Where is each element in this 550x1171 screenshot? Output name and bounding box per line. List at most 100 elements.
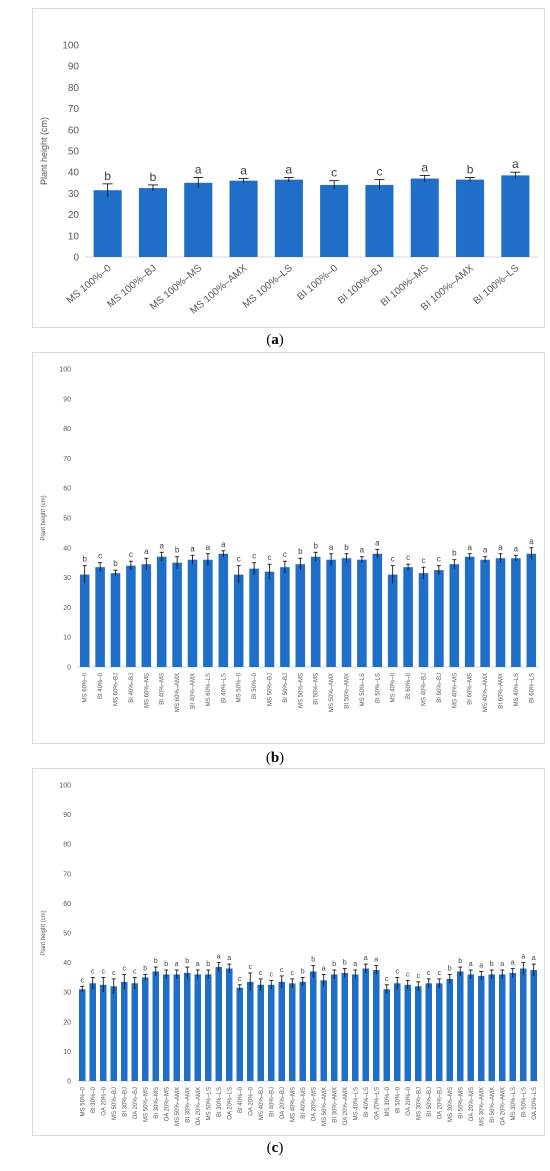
significance-letter: c [249,964,253,971]
significance-letter: b [143,965,147,972]
x-tick-label: BI 40%–MS [301,1087,307,1119]
significance-letter: a [206,543,211,552]
significance-letter: b [175,546,180,555]
x-tick-label: BI 30%–MS [154,1087,160,1119]
y-tick-label: 50 [63,515,71,522]
bar [467,974,475,1081]
y-tick-label: 10 [68,231,80,242]
bar [530,970,538,1081]
x-tick-label: MS 30%–AMX [479,1087,485,1126]
y-tick-label: 70 [68,104,80,115]
bar [511,558,521,667]
x-tick-label: OA 20%–0 [101,1086,107,1115]
significance-letter: c [237,555,241,564]
bar [509,972,517,1081]
y-tick-label: 50 [68,147,80,158]
caption-a: (a) [266,332,284,348]
bar-chart-c: Plant height (cm) 0 10 20 30 40 50 60 70 80 90 100 c… [41,782,539,1126]
x-tick-label: MS 40%–0 [391,672,397,702]
significance-letter: a [190,544,195,553]
bar [173,974,181,1081]
x-tick-label: BI 100%–0 [296,263,341,303]
significance-letter: a [521,954,525,961]
bar [246,981,254,1081]
bar [257,984,265,1081]
significance-letter: b [185,958,189,965]
bar [519,968,527,1081]
significance-letter: a [479,962,483,969]
bar [341,972,349,1081]
y-tick-label: 10 [63,1049,71,1056]
x-tick-label: MS 50%–MS [143,1087,149,1122]
x-tick-label: BI 100%–LS [472,263,522,307]
x-tick-label: OA 20%–0 [248,1086,254,1115]
bar [295,564,306,667]
x-tick-label: MS 60%–LS [206,673,212,706]
x-tick-label: BI 50%–LS [375,673,381,703]
x-tick-label: MS 40%–AMX [483,673,489,712]
bar [187,559,198,667]
x-tick-label: BI 40%–0 [98,672,104,699]
bar [152,971,160,1081]
x-tick-label: OA 20%–BJ [280,1087,286,1119]
bar [372,553,383,667]
bar [326,559,336,667]
x-tick-label: BI 50%–BJ [283,673,289,703]
y-tick-label: 40 [63,545,71,552]
significance-letter: c [396,968,400,975]
significance-letter: c [268,553,272,562]
significance-letter: c [238,976,242,983]
x-tick-label: BI 50%–AMX [345,673,351,709]
significance-letter: c [102,968,106,975]
x-tick-label: MS 30%–MS [448,1087,454,1122]
significance-letter: c [98,552,102,561]
chart-panel-c: Plant height (cm) 0 10 20 30 40 50 60 70 80 90 100 c… [32,768,545,1136]
x-tick-label: BI 40%–LS [364,1087,370,1117]
significance-letter: a [498,543,503,552]
significance-letter: a [329,543,334,552]
bar [225,968,233,1081]
y-tick-label: 100 [59,366,71,373]
bar [299,981,307,1081]
bar [351,974,359,1081]
significance-letter: a [144,547,149,556]
bar-chart-b: Plant height (cm) 0 10 20 30 40 50 60 70 80 90 100 b… [41,366,539,712]
significance-letter: b [298,547,303,556]
x-tick-label: MS 30%–BJ [416,1087,422,1120]
x-tick-label: BI 50%–MS [314,673,320,705]
y-tick-label: 30 [63,575,71,582]
y-tick-label: 90 [63,396,71,403]
significance-letter: c [422,556,426,565]
y-tick-label: 0 [67,1078,71,1085]
x-tick-label: MS 40%–MS [452,673,458,708]
bar [194,974,202,1081]
bar [288,983,296,1081]
significance-letter: a [512,157,519,171]
significance-letter: b [113,559,118,568]
y-tick-label: 70 [63,871,71,878]
x-tick-label: BI 50%–LS [521,1087,527,1117]
bar [341,558,352,667]
significance-letter: b [343,960,347,967]
bar [446,978,454,1081]
significance-letter: b [154,958,158,965]
x-tick-label: OA 20%–LS [374,1087,380,1120]
significance-letter: a [364,955,368,962]
bar [274,179,303,257]
y-tick-label: 80 [68,83,80,94]
bar [435,983,443,1081]
significance-letter: a [353,961,357,968]
x-tick-label: MS 50%–BJ [112,1087,118,1120]
significance-letter: a [221,540,226,549]
significance-letter: b [164,961,168,968]
x-tick-label: BI 60%–AMX [499,673,505,709]
bar [330,974,338,1081]
significance-letter: c [376,165,382,179]
x-tick-label: BI 40%–BJ [129,673,135,703]
significance-letter: c [252,552,256,561]
significance-letter: a [483,546,488,555]
x-tick-label: BI 40%–BJ [269,1087,275,1117]
significance-letter: b [344,543,349,552]
x-tick-label: BI 30%–AMX [332,1087,338,1123]
significance-letter: b [458,958,462,965]
